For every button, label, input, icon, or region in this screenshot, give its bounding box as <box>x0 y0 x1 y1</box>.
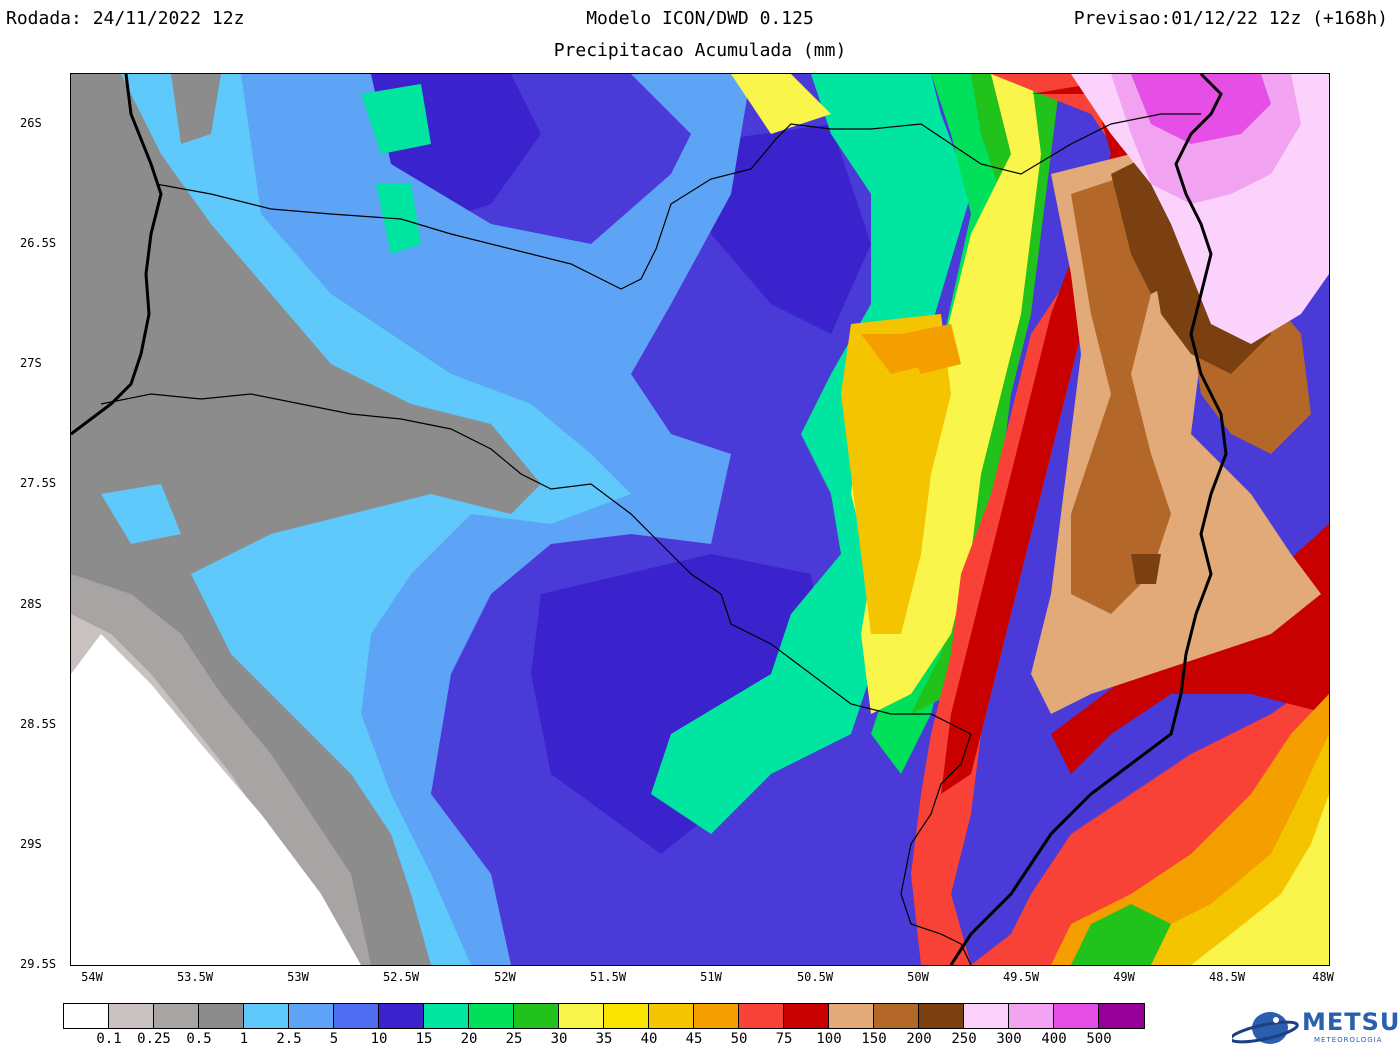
legend-swatch <box>739 1004 784 1028</box>
lon-label-50-5w: 50.5W <box>796 970 834 984</box>
lon-label-51-5w: 51.5W <box>589 970 627 984</box>
legend-swatch <box>424 1004 469 1028</box>
legend-label: 5 <box>329 1031 339 1047</box>
legend-swatch <box>964 1004 1009 1028</box>
legend-label: 0.1 <box>96 1031 122 1047</box>
legend-label: 45 <box>685 1031 703 1047</box>
legend-label: 75 <box>775 1031 793 1047</box>
lon-label-48w: 48W <box>1312 970 1334 984</box>
model-title: Modelo ICON/DWD 0.125 <box>586 8 814 29</box>
lat-label-27s: 27S <box>20 356 42 370</box>
legend-label: 150 <box>861 1031 887 1047</box>
lon-label-50w: 50W <box>907 970 929 984</box>
lon-label-53w: 53W <box>287 970 309 984</box>
lon-label-48-5w: 48.5W <box>1208 970 1246 984</box>
legend-swatch <box>1009 1004 1054 1028</box>
legend-swatch <box>559 1004 604 1028</box>
precipitation-field <box>71 74 1329 965</box>
legend-label: 1 <box>239 1031 249 1047</box>
legend-swatch <box>1054 1004 1099 1028</box>
lat-label-28-5s: 28.5S <box>20 717 57 731</box>
legend-swatch <box>1099 1004 1144 1028</box>
lon-label-54w: 54W <box>81 970 103 984</box>
legend-label: 10 <box>370 1031 388 1047</box>
legend-label: 2.5 <box>276 1031 302 1047</box>
lon-label-52w: 52W <box>494 970 516 984</box>
legend-label: 20 <box>460 1031 478 1047</box>
map-subtitle: Precipitacao Acumulada (mm) <box>553 40 847 61</box>
legend-label: 200 <box>906 1031 932 1047</box>
lon-label-49w: 49W <box>1113 970 1135 984</box>
color-legend <box>63 1003 1145 1029</box>
legend-swatch <box>109 1004 154 1028</box>
legend-swatch <box>919 1004 964 1028</box>
lon-label-53-5w: 53.5W <box>176 970 214 984</box>
legend-swatch <box>154 1004 199 1028</box>
forecast-valid-label: Previsao:01/12/22 12z (+168h) <box>1073 8 1388 29</box>
precipitation-map <box>70 73 1330 966</box>
legend-swatch <box>64 1004 109 1028</box>
legend-label: 35 <box>595 1031 613 1047</box>
legend-label: 100 <box>816 1031 842 1047</box>
legend-swatch <box>379 1004 424 1028</box>
lat-label-29s: 29S <box>20 837 42 851</box>
run-time-label: Rodada: 24/11/2022 12z <box>6 8 245 29</box>
legend-label: 500 <box>1086 1031 1112 1047</box>
legend-label: 50 <box>730 1031 748 1047</box>
legend-swatch <box>829 1004 874 1028</box>
legend-label: 40 <box>640 1031 658 1047</box>
legend-label: 30 <box>550 1031 568 1047</box>
lon-label-51w: 51W <box>700 970 722 984</box>
legend-swatch <box>199 1004 244 1028</box>
legend-label: 15 <box>415 1031 433 1047</box>
legend-swatch <box>784 1004 829 1028</box>
lat-label-28s: 28S <box>20 597 42 611</box>
legend-swatch <box>874 1004 919 1028</box>
globe-icon <box>1229 1012 1299 1044</box>
legend-label: 250 <box>951 1031 977 1047</box>
legend-label: 400 <box>1041 1031 1067 1047</box>
legend-label: 300 <box>996 1031 1022 1047</box>
legend-label: 25 <box>505 1031 523 1047</box>
legend-swatch <box>289 1004 334 1028</box>
logo-tagline: METEOROLOGIA <box>1314 1036 1383 1044</box>
lon-label-49-5w: 49.5W <box>1002 970 1040 984</box>
legend-label: 0.5 <box>186 1031 212 1047</box>
lat-label-26s: 26S <box>20 116 42 130</box>
legend-swatch <box>694 1004 739 1028</box>
legend-swatch <box>514 1004 559 1028</box>
legend-label: 0.25 <box>137 1031 171 1047</box>
metsul-logo: METSUL METEOROLOGIA <box>1229 1004 1400 1048</box>
lat-label-27-5s: 27.5S <box>20 476 57 490</box>
lat-label-26-5s: 26.5S <box>20 236 57 250</box>
legend-swatch <box>244 1004 289 1028</box>
lat-label-29-5s: 29.5S <box>20 957 57 971</box>
legend-swatch <box>469 1004 514 1028</box>
logo-name: METSUL <box>1302 1008 1400 1036</box>
legend-swatch <box>649 1004 694 1028</box>
lon-label-52-5w: 52.5W <box>382 970 420 984</box>
legend-swatch <box>334 1004 379 1028</box>
legend-swatch <box>604 1004 649 1028</box>
